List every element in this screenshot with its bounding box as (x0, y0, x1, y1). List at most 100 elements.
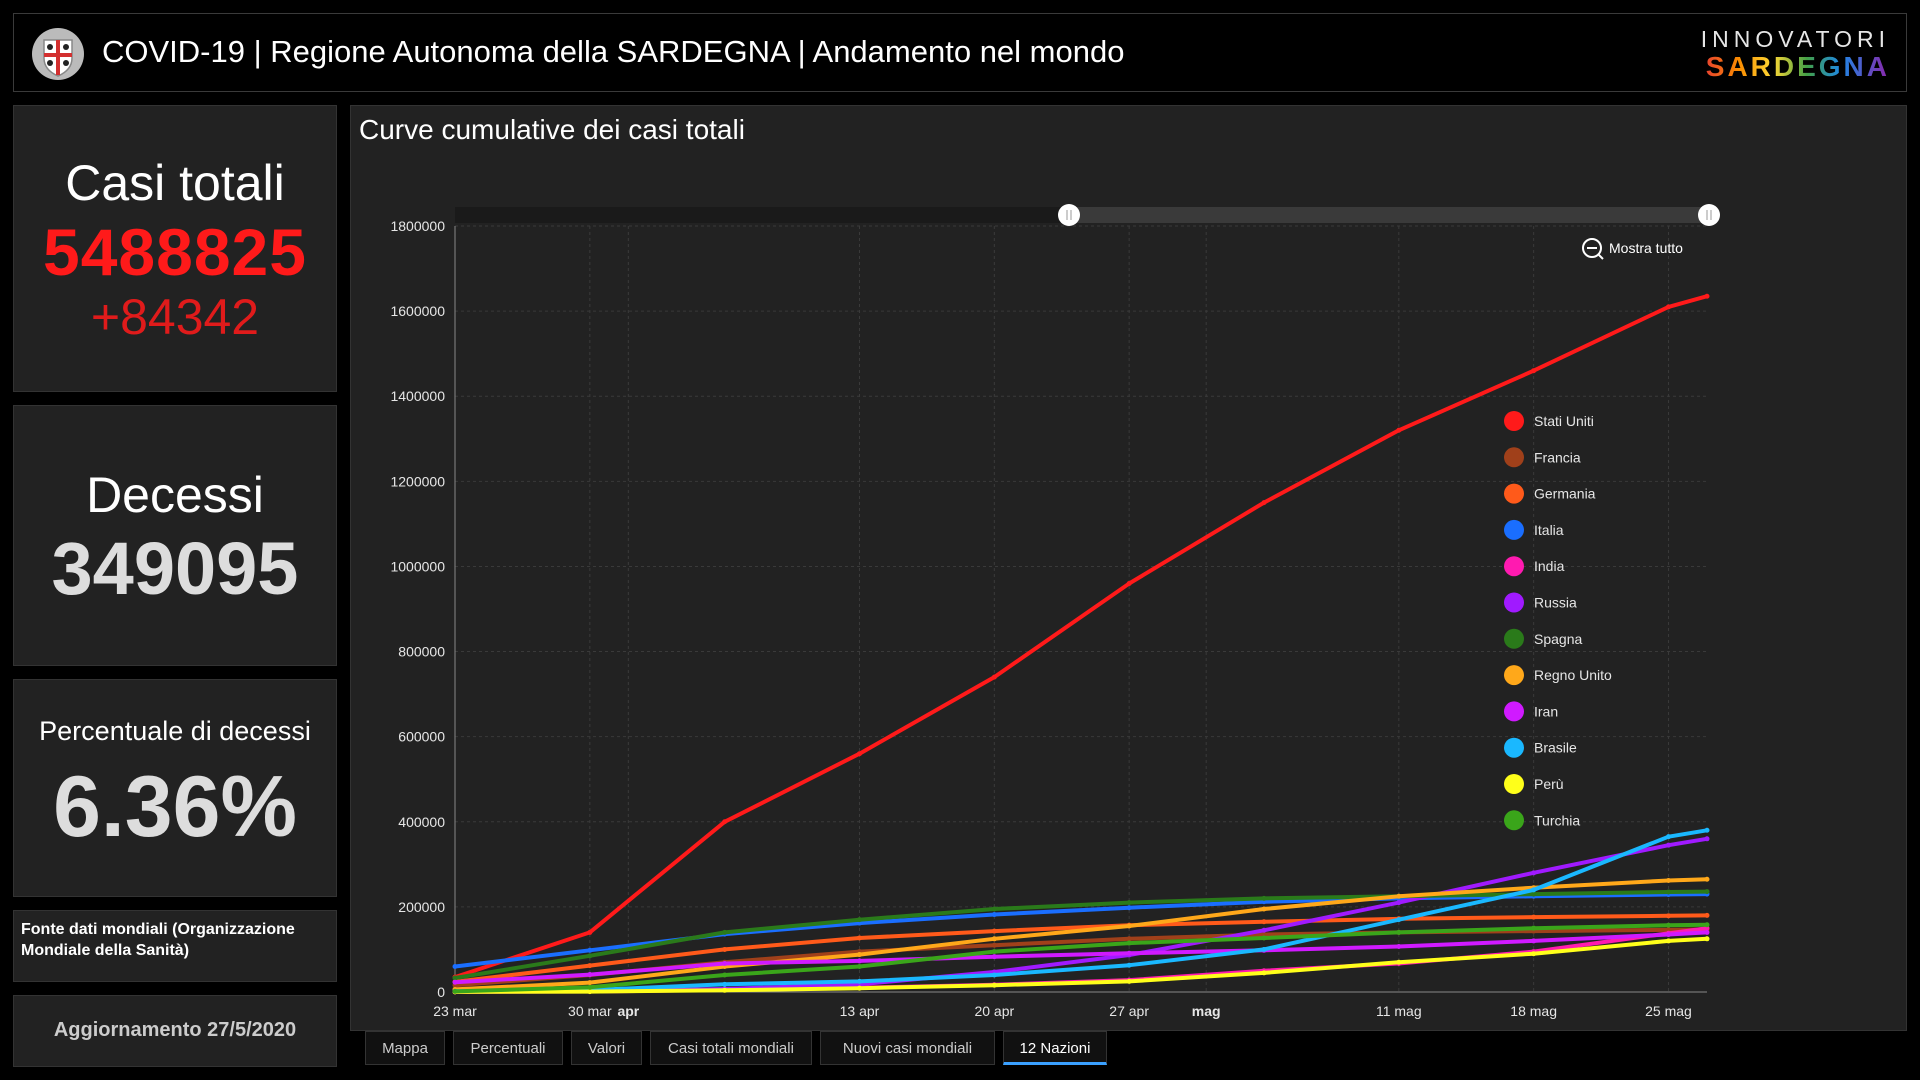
data-point (587, 963, 593, 969)
data-point (1126, 940, 1132, 946)
death-percentage-label: Percentuale di decessi (39, 716, 311, 746)
x-tick-label: 23 mar (433, 1003, 477, 1019)
data-point (1396, 427, 1402, 433)
legend-label[interactable]: Italia (1534, 522, 1564, 538)
chart-title: Curve cumulative dei casi totali (359, 114, 745, 145)
tab-mappa[interactable]: Mappa (365, 1031, 445, 1065)
data-point (1126, 936, 1132, 942)
y-tick-label: 1400000 (390, 388, 445, 404)
legend-marker (1504, 447, 1524, 468)
tab-12-nazioni[interactable]: 12 Nazioni (1003, 1031, 1107, 1065)
data-point (1396, 893, 1402, 899)
tab-nuovi-casi-mondiali[interactable]: Nuovi casi mondiali (820, 1031, 995, 1065)
legend-label[interactable]: Germania (1534, 486, 1596, 502)
page-title: COVID-19 | Regione Autonoma della SARDEG… (102, 34, 1125, 69)
data-point (1531, 914, 1537, 920)
data-point (722, 946, 728, 952)
data-point (1704, 922, 1710, 928)
chart-panel: Curve cumulative dei casi totali 0 200000… (350, 105, 1907, 1031)
legend-marker (1504, 411, 1524, 431)
legend-label[interactable]: Perù (1534, 776, 1564, 792)
y-tick-label: 0 (437, 984, 445, 1000)
y-tick-label: 1800000 (390, 218, 445, 234)
data-point (1531, 870, 1537, 876)
data-point (1261, 895, 1267, 901)
data-point (1531, 891, 1537, 897)
data-point (1704, 876, 1710, 882)
data-point (1261, 946, 1267, 952)
cumulative-cases-chart[interactable]: 0 200000 400000 600000 800000 1000000 1200000 1… (351, 106, 1908, 1032)
deaths-label: Decessi (86, 467, 264, 523)
data-point (452, 975, 458, 981)
legend-marker (1504, 556, 1524, 577)
y-tick-label: 200000 (398, 899, 445, 915)
data-point (452, 963, 458, 969)
new-cases-value: +84342 (90, 289, 260, 345)
data-point (1704, 293, 1710, 299)
data-point (587, 980, 593, 986)
scrollbar-start-grip[interactable] (1058, 204, 1080, 226)
legend-marker (1504, 701, 1524, 722)
data-point (722, 972, 728, 978)
data-point (722, 819, 728, 825)
data-point (991, 936, 997, 942)
data-point (722, 981, 728, 987)
legend-marker (1504, 737, 1524, 758)
x-tick-label: 20 apr (974, 1003, 1014, 1019)
data-point (1531, 368, 1537, 374)
scrollbar-end-grip[interactable] (1698, 204, 1720, 226)
y-tick-label: 800000 (398, 644, 445, 660)
logo-text-top: INNOVATORI (1700, 26, 1890, 52)
sardinia-crest-icon (32, 28, 84, 80)
legend-label[interactable]: Francia (1534, 449, 1581, 465)
legend-label[interactable]: Spagna (1534, 631, 1582, 647)
data-point (587, 947, 593, 953)
data-point (991, 912, 997, 918)
data-source-text: Fonte dati mondiali (Organizzazione Mond… (21, 921, 295, 959)
legend-marker (1504, 592, 1524, 613)
show-all-button[interactable]: Mostra tutto (1609, 240, 1683, 256)
legend-label[interactable]: Russia (1534, 595, 1577, 611)
legend-label[interactable]: Brasile (1534, 740, 1577, 756)
deaths-value: 349095 (51, 527, 299, 610)
header-bar: COVID-19 | Regione Autonoma della SARDEG… (13, 13, 1907, 92)
data-point (1261, 970, 1267, 976)
tab-valori[interactable]: Valori (571, 1031, 642, 1065)
x-tick-label: apr (617, 1003, 639, 1019)
x-tick-label: 13 apr (840, 1003, 880, 1019)
data-point (1261, 927, 1267, 933)
x-tick-label: 27 apr (1109, 1003, 1149, 1019)
data-point (1531, 938, 1537, 944)
scrollbar-thumb[interactable] (1069, 207, 1709, 223)
data-point (1261, 935, 1267, 941)
total-cases-value: 5488825 (43, 215, 307, 289)
data-point (1396, 959, 1402, 965)
y-tick-label: 1600000 (390, 303, 445, 319)
data-point (587, 989, 593, 995)
total-cases-label: Casi totali (65, 155, 285, 211)
data-point (1665, 878, 1671, 884)
data-point (991, 942, 997, 948)
legend-marker (1504, 519, 1524, 540)
legend-label[interactable]: Regno Unito (1534, 667, 1612, 683)
data-point (1704, 912, 1710, 918)
data-point (856, 978, 862, 984)
data-point (587, 984, 593, 990)
x-tick-label: 11 mag (1376, 1003, 1422, 1019)
tab-percentuali[interactable]: Percentuali (453, 1031, 563, 1065)
tab-casi-totali-mondiali[interactable]: Casi totali mondiali (650, 1031, 812, 1065)
data-point (856, 952, 862, 958)
legend-label[interactable]: India (1534, 558, 1565, 574)
legend-label[interactable]: Turchia (1534, 812, 1580, 828)
data-point (856, 917, 862, 923)
x-tick-label: 25 mag (1645, 1003, 1692, 1019)
legend-label[interactable]: Stati Uniti (1534, 413, 1594, 429)
plot-area (455, 226, 1707, 992)
legend-label[interactable]: Iran (1534, 703, 1558, 719)
data-point (1665, 304, 1671, 310)
data-point (587, 953, 593, 959)
y-tick-label: 400000 (398, 814, 445, 830)
zoom-out-icon[interactable] (1582, 238, 1602, 258)
innovatori-sardegna-logo: INNOVATORI SARDEGNA (1701, 26, 1890, 82)
legend-marker (1504, 628, 1524, 649)
